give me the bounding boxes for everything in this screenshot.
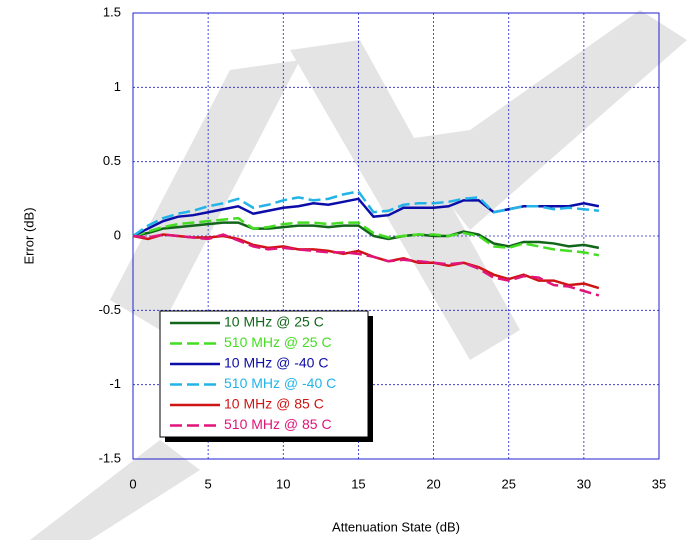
y-tick-label: 1.5 [103,4,121,19]
x-tick-label: 10 [276,476,290,491]
y-tick-label: 0 [114,227,121,242]
series-line [132,216,600,257]
y-tick-label: -1 [109,376,121,391]
x-tick-label: 25 [501,476,515,491]
legend-label: 510 MHz @ -40 C [224,375,336,391]
series-line [132,233,600,297]
series-line [132,221,600,250]
y-tick-label: -1.5 [99,450,121,465]
y-tick-label: 1 [114,79,121,94]
legend-label: 10 MHz @ -40 C [224,355,328,371]
legend-label: 10 MHz @ 85 C [224,396,324,412]
x-tick-label: 35 [652,476,666,491]
y-tick-label: 0.5 [103,153,121,168]
legend-label: 510 MHz @ 25 C [224,334,332,350]
x-tick-label: 20 [426,476,440,491]
legend-label: 510 MHz @ 85 C [224,416,332,432]
legend-label: 10 MHz @ 25 C [224,314,324,330]
x-tick-label: 5 [205,476,212,491]
watermark [30,10,687,540]
x-tick-label: 0 [129,476,136,491]
y-tick-label: -0.5 [99,302,121,317]
x-tick-label: 30 [577,476,591,491]
series-line [132,190,600,238]
x-tick-label: 15 [351,476,365,491]
x-axis-label: Attenuation State (dB) [332,519,460,534]
y-axis-label: Error (dB) [21,207,36,264]
legend-box [159,310,369,438]
